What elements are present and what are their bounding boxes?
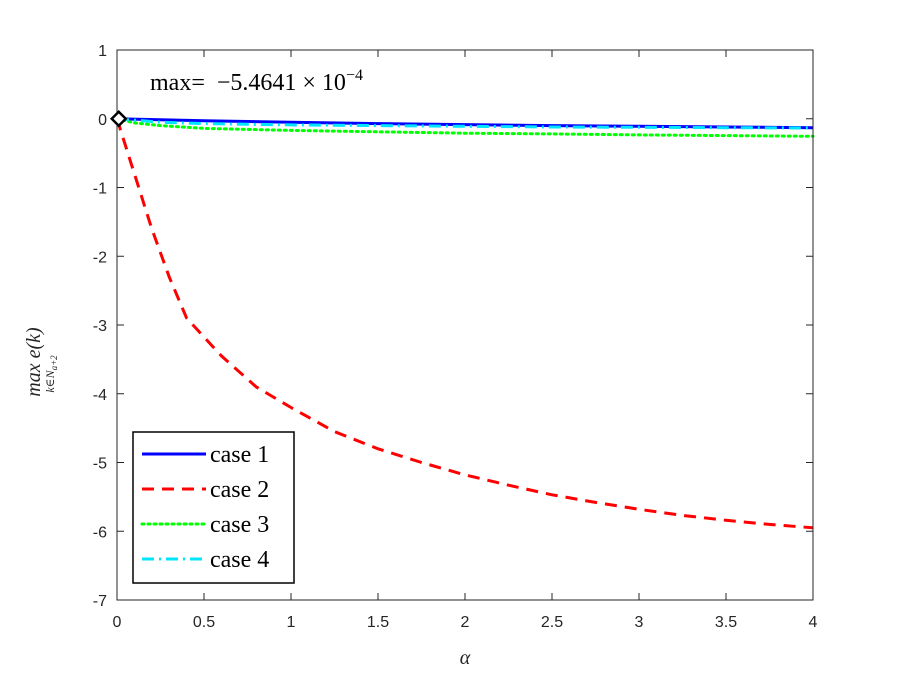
- y-tick-label: -4: [93, 387, 107, 404]
- y-tick-label: -6: [93, 524, 107, 541]
- series-line-2: [115, 118, 814, 530]
- series-layer: [115, 117, 815, 530]
- max-marker-diamond: [109, 110, 128, 128]
- x-tick-label: 1: [287, 614, 296, 631]
- x-tick-label: 0.5: [193, 614, 215, 631]
- max-annotation-exponent: −4: [346, 67, 363, 84]
- x-tick-label: 3: [635, 614, 644, 631]
- x-tick-label: 0: [113, 614, 122, 631]
- y-axis-label-subsub: a+2: [49, 355, 59, 371]
- y-tick-label: -1: [93, 181, 107, 198]
- y-tick-label: -7: [93, 593, 107, 610]
- y-axis-label: max e(k) k∈Na+2: [23, 327, 59, 397]
- x-tick-label: 1.5: [367, 614, 389, 631]
- x-tick-label: 2: [461, 614, 470, 631]
- ticks-layer: 0 0.5 1 1.5 2 2.5 3 3.5 4 1 0 -1 -2 -3 -4 -5 -6 -7: [93, 43, 818, 631]
- legend-label-1: case 1: [210, 442, 269, 468]
- y-axis-label-sub: k∈N: [43, 369, 57, 392]
- max-annotation-prefix: max=: [150, 70, 205, 96]
- svg-text:k∈Na+2: k∈Na+2: [43, 355, 59, 393]
- x-tick-label: 2.5: [541, 614, 563, 631]
- x-tick-label: 4: [809, 614, 818, 631]
- y-tick-label: -3: [93, 318, 107, 335]
- max-annotation: max= −5.4641 × 10−4: [150, 67, 363, 96]
- svg-text:max e(k): max e(k): [23, 327, 45, 397]
- y-tick-label: 1: [98, 43, 107, 60]
- legend-label-2: case 2: [210, 477, 269, 503]
- max-annotation-mantissa: −5.4641 × 10: [217, 70, 346, 96]
- y-tick-label: -5: [93, 456, 107, 473]
- marker-layer: [109, 110, 128, 128]
- y-axis-label-main: max e(k): [23, 327, 45, 397]
- legend-label-3: case 3: [210, 512, 269, 538]
- series-line-4: [116, 117, 814, 130]
- series-line-3: [115, 117, 815, 138]
- legend: case 1 case 2 case 3 case 4: [132, 431, 295, 584]
- y-tick-label: -2: [93, 249, 107, 266]
- legend-label-4: case 4: [210, 547, 269, 573]
- x-axis-label: α: [460, 647, 471, 669]
- x-tick-label: 3.5: [715, 614, 737, 631]
- y-tick-label: 0: [98, 112, 107, 129]
